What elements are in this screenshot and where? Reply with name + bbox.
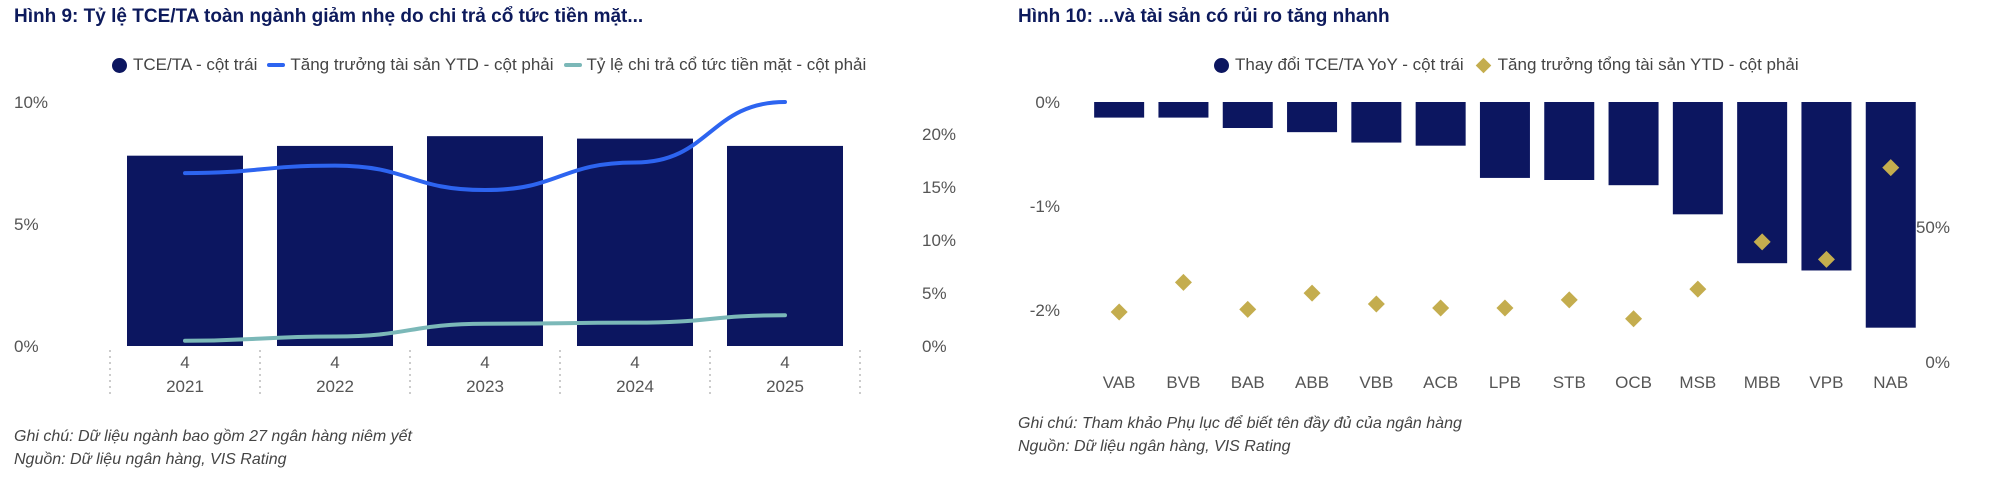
chart1-legend: TCE/TA - cột trái Tăng trưởng tài sản YT… [112, 55, 876, 75]
chart1-left-tick: 0% [14, 337, 39, 356]
chart2-bar-BVB [1158, 102, 1209, 118]
chart1-bar-2021 [127, 155, 243, 346]
chart2-category-label: BAB [1231, 373, 1265, 392]
legend-item-total-asset-growth: Tăng trưởng tổng tài sản YTD - cột phải [1474, 55, 1799, 75]
chart1-bar-2025 [727, 145, 843, 346]
chart2-category-label: MBB [1744, 373, 1781, 392]
chart2-diamond-VAB [1110, 303, 1128, 321]
chart2-bar-MSB [1672, 102, 1723, 215]
chart2-category-label: ACB [1423, 373, 1458, 392]
chart2-category-label: VBB [1359, 373, 1393, 392]
chart1-right-tick: 20% [922, 125, 956, 144]
chart1-asset-growth-line [183, 100, 787, 193]
chart2-category-label: OCB [1615, 373, 1652, 392]
chart1-left-tick: 5% [14, 215, 39, 234]
chart2-diamond-ABB [1303, 284, 1321, 302]
legend-label: Tăng trưởng tài sản YTD - cột phải [290, 55, 554, 74]
chart2-left-tick: -1% [1030, 197, 1060, 216]
legend-item-asset-growth: Tăng trưởng tài sản YTD - cột phải [267, 55, 554, 75]
chart2-bar-NAB [1865, 102, 1916, 328]
chart1-category-year: 2021 [166, 377, 204, 396]
chart2-bar-LPB [1479, 102, 1530, 178]
legend-swatch-dot [112, 57, 127, 73]
chart1-category-year: 2022 [316, 377, 354, 396]
chart2-bar-ABB [1287, 102, 1338, 133]
chart2-right-tick: 0% [1925, 353, 1950, 372]
chart1-bar-2024 [577, 138, 693, 346]
chart2-diamond-NAB [1882, 159, 1900, 177]
chart2-left-tick: 0% [1035, 93, 1060, 112]
chart2-note: Ghi chú: Tham khảo Phụ lục để biết tên đ… [1018, 415, 1462, 432]
chart2-notes: Ghi chú: Tham khảo Phụ lục để biết tên đ… [1018, 412, 1462, 458]
chart2-category-label: VPB [1809, 373, 1843, 392]
legend-label: Thay đổi TCE/TA YoY - cột trái [1235, 55, 1464, 74]
chart2-legend: Thay đổi TCE/TA YoY - cột trái Tăng trưở… [1214, 55, 1809, 75]
chart2-right-tick: 50% [1916, 218, 1950, 237]
chart2-bar-VAB [1094, 102, 1145, 118]
legend-swatch-dot [1214, 57, 1229, 73]
chart2-bar-OCB [1608, 102, 1659, 186]
legend-label: Tăng trưởng tổng tài sản YTD - cột phải [1497, 55, 1799, 74]
chart2-category-label: BVB [1166, 373, 1200, 392]
chart2-diamond-BAB [1239, 300, 1257, 318]
chart1-right-tick: 0% [922, 337, 947, 356]
chart2-diamond-VPB [1817, 250, 1835, 268]
chart2-diamond-MBB [1753, 233, 1771, 251]
chart1-right-tick: 5% [922, 284, 947, 303]
chart1-category-quarter: 4 [780, 353, 789, 372]
chart2-left-tick: -2% [1030, 301, 1060, 320]
chart1-right-tick: 10% [922, 231, 956, 250]
chart2-bar-BAB [1222, 102, 1273, 128]
chart2-bar-VBB [1351, 102, 1402, 143]
legend-swatch-line [563, 63, 582, 67]
chart2-bar-ACB [1415, 102, 1466, 146]
chart2-diamond-STB [1560, 291, 1578, 309]
chart1-category-quarter: 4 [180, 353, 189, 372]
legend-label: TCE/TA - cột trái [133, 55, 258, 74]
chart2-diamond-ACB [1432, 299, 1450, 317]
chart1-note: Ghi chú: Dữ liệu ngành bao gồm 27 ngân h… [14, 428, 412, 445]
chart2-diamond-BVB [1174, 273, 1192, 291]
chart1-source: Nguồn: Dữ liệu ngân hàng, VIS Rating [14, 451, 287, 468]
chart2-category-label: MSB [1679, 373, 1716, 392]
chart2-category-label: LPB [1489, 373, 1521, 392]
chart2-diamond-MSB [1689, 280, 1707, 298]
chart1-bar-2023 [427, 136, 543, 346]
chart1-category-year: 2023 [466, 377, 504, 396]
chart1-title: Hình 9: Tỷ lệ TCE/TA toàn ngành giảm nhẹ… [14, 6, 644, 27]
chart1-category-quarter: 4 [480, 353, 489, 372]
chart2-diamond-LPB [1496, 299, 1514, 317]
chart2-bar-STB [1544, 102, 1595, 180]
chart1-category-year: 2024 [616, 377, 654, 396]
chart2-category-label: ABB [1295, 373, 1329, 392]
chart1-left-tick: 10% [14, 93, 48, 112]
legend-swatch-line [267, 63, 286, 67]
chart1-category-year: 2025 [766, 377, 804, 396]
chart2-source: Nguồn: Dữ liệu ngân hàng, VIS Rating [1018, 438, 1291, 455]
chart2-category-label: VAB [1103, 373, 1136, 392]
legend-label: Tỷ lệ chi trả cổ tức tiền mặt - cột phải [586, 55, 867, 74]
chart2-category-label: STB [1553, 373, 1586, 392]
chart1-right-tick: 15% [922, 178, 956, 197]
legend-item-tce-ta: TCE/TA - cột trái [112, 55, 257, 75]
chart1-category-quarter: 4 [330, 353, 339, 372]
chart1-bar-2022 [277, 145, 393, 346]
chart1-notes: Ghi chú: Dữ liệu ngành bao gồm 27 ngân h… [14, 425, 412, 471]
chart1-dividend-ratio-line [183, 313, 787, 343]
chart2-category-label: NAB [1873, 373, 1908, 392]
chart2-diamond-OCB [1625, 310, 1643, 328]
chart2-diamond-VBB [1367, 295, 1385, 313]
chart2-bar-VPB [1801, 102, 1852, 271]
legend-item-dividend-ratio: Tỷ lệ chi trả cổ tức tiền mặt - cột phải [563, 55, 867, 75]
chart2-title: Hình 10: ...và tài sản có rủi ro tăng nh… [1018, 6, 1390, 27]
legend-item-tce-change: Thay đổi TCE/TA YoY - cột trái [1214, 55, 1464, 75]
chart1-category-quarter: 4 [630, 353, 639, 372]
